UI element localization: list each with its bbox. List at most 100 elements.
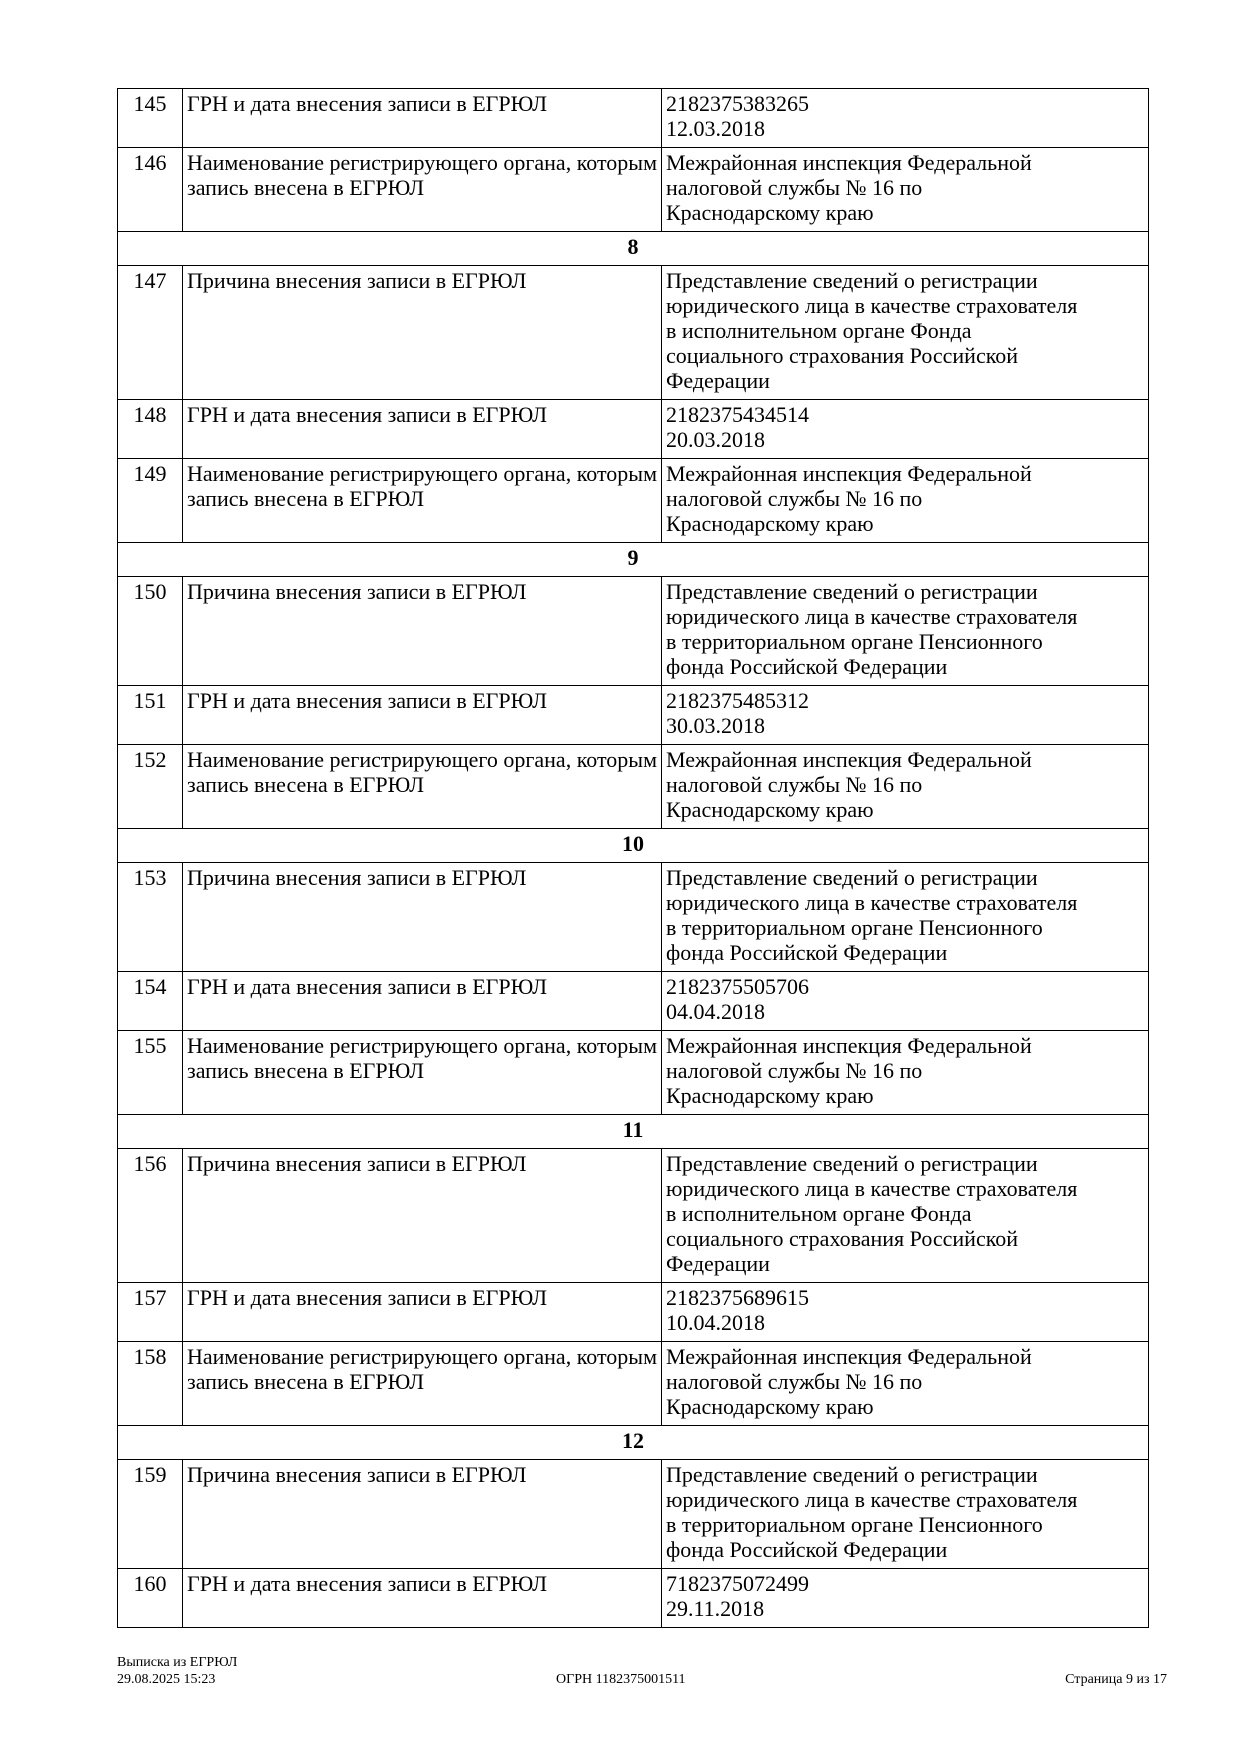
field-value-line: 2182375505706 [666, 974, 809, 999]
field-value-line: в территориальном органе Пенсионного [666, 629, 1043, 654]
table-row: 156 Причина внесения записи в ЕГРЮЛ Предст… [117, 1148, 1149, 1283]
section-number: 12 [117, 1425, 1149, 1460]
field-value-line: налоговой службы № 16 по [666, 175, 923, 200]
field-value: 2182375383265 12.03.2018 [661, 88, 1149, 148]
field-value-line: Представление сведений о регистрации [666, 579, 1038, 604]
row-number: 158 [117, 1341, 183, 1426]
field-value: Представление сведений о регистрации юрид… [661, 576, 1149, 686]
field-label: Причина внесения записи в ЕГРЮЛ [182, 576, 662, 686]
field-value-line: фонда Российской Федерации [666, 654, 948, 679]
field-label: ГРН и дата внесения записи в ЕГРЮЛ [182, 971, 662, 1031]
section-header-row: 9 [117, 542, 1149, 577]
table-row: 155 Наименование регистрирующего органа, … [117, 1030, 1149, 1115]
row-number: 156 [117, 1148, 183, 1283]
table-row: 152 Наименование регистрирующего органа, … [117, 744, 1149, 829]
field-value: Межрайонная инспекция Федеральной налогов… [661, 1341, 1149, 1426]
field-value-line: Краснодарскому краю [666, 797, 874, 822]
row-number: 150 [117, 576, 183, 686]
field-value: Представление сведений о регистрации юрид… [661, 1459, 1149, 1569]
table-row: 160 ГРН и дата внесения записи в ЕГРЮЛ 718… [117, 1568, 1149, 1628]
field-value-line: 2182375485312 [666, 688, 809, 713]
field-value-line: в территориальном органе Пенсионного [666, 915, 1043, 940]
field-value: Представление сведений о регистрации юрид… [661, 862, 1149, 972]
field-value-line: Краснодарскому краю [666, 1394, 874, 1419]
field-value: 2182375485312 30.03.2018 [661, 685, 1149, 745]
field-value-line: в территориальном органе Пенсионного [666, 1512, 1043, 1537]
field-value-line: Межрайонная инспекция Федеральной [666, 461, 1032, 486]
field-value: Представление сведений о регистрации юрид… [661, 265, 1149, 400]
row-number: 146 [117, 147, 183, 232]
section-header-row: 12 [117, 1425, 1149, 1460]
row-number: 151 [117, 685, 183, 745]
section-number: 8 [117, 231, 1149, 266]
field-value-line: 12.03.2018 [666, 116, 765, 141]
field-value-line: 10.04.2018 [666, 1310, 765, 1335]
field-value: 7182375072499 29.11.2018 [661, 1568, 1149, 1628]
field-label: Причина внесения записи в ЕГРЮЛ [182, 265, 662, 400]
field-value-line: налоговой службы № 16 по [666, 772, 923, 797]
field-label: ГРН и дата внесения записи в ЕГРЮЛ [182, 399, 662, 459]
field-value-line: Представление сведений о регистрации [666, 1151, 1038, 1176]
section-header-row: 11 [117, 1114, 1149, 1149]
field-value: Межрайонная инспекция Федеральной налогов… [661, 744, 1149, 829]
table-row: 146 Наименование регистрирующего органа, … [117, 147, 1149, 232]
egrul-records-table: 145 ГРН и дата внесения записи в ЕГРЮЛ 218… [117, 88, 1149, 1628]
section-header-row: 10 [117, 828, 1149, 863]
field-value-line: социального страхования Российской [666, 1226, 1019, 1251]
field-value-line: налоговой службы № 16 по [666, 486, 923, 511]
field-value-line: 2182375689615 [666, 1285, 809, 1310]
footer-page-number: Страница 9 из 17 [1065, 1672, 1167, 1687]
field-value-line: Межрайонная инспекция Федеральной [666, 1033, 1032, 1058]
table-row: 157 ГРН и дата внесения записи в ЕГРЮЛ 218… [117, 1282, 1149, 1342]
field-value-line: социального страхования Российской [666, 343, 1019, 368]
field-value: 2182375505706 04.04.2018 [661, 971, 1149, 1031]
field-value-line: Федерации [666, 368, 770, 393]
row-number: 147 [117, 265, 183, 400]
field-value: Межрайонная инспекция Федеральной налогов… [661, 147, 1149, 232]
field-value-line: Межрайонная инспекция Федеральной [666, 150, 1032, 175]
field-value-line: Представление сведений о регистрации [666, 268, 1038, 293]
row-number: 154 [117, 971, 183, 1031]
field-label: ГРН и дата внесения записи в ЕГРЮЛ [182, 1568, 662, 1628]
table-row: 145 ГРН и дата внесения записи в ЕГРЮЛ 218… [117, 88, 1149, 148]
section-header-row: 8 [117, 231, 1149, 266]
field-value-line: юридического лица в качестве страховател… [666, 1176, 1078, 1201]
field-value-line: налоговой службы № 16 по [666, 1369, 923, 1394]
field-label: Причина внесения записи в ЕГРЮЛ [182, 862, 662, 972]
field-value: Межрайонная инспекция Федеральной налогов… [661, 458, 1149, 543]
field-label: Причина внесения записи в ЕГРЮЛ [182, 1148, 662, 1283]
field-value: 2182375434514 20.03.2018 [661, 399, 1149, 459]
row-number: 149 [117, 458, 183, 543]
row-number: 145 [117, 88, 183, 148]
field-value-line: Краснодарскому краю [666, 511, 874, 536]
field-value-line: фонда Российской Федерации [666, 1537, 948, 1562]
field-label: Наименование регистрирующего органа, кот… [182, 1030, 662, 1115]
row-number: 157 [117, 1282, 183, 1342]
table-row: 147 Причина внесения записи в ЕГРЮЛ Предст… [117, 265, 1149, 400]
footer-doc-title: Выписка из ЕГРЮЛ [117, 1655, 238, 1670]
section-number: 10 [117, 828, 1149, 863]
field-value-line: юридического лица в качестве страховател… [666, 604, 1078, 629]
field-label: ГРН и дата внесения записи в ЕГРЮЛ [182, 88, 662, 148]
field-value-line: Федерации [666, 1251, 770, 1276]
footer-ogrn: ОГРН 1182375001511 [556, 1672, 686, 1687]
field-value-line: в исполнительном органе Фонда [666, 1201, 972, 1226]
field-value-line: Представление сведений о регистрации [666, 1462, 1038, 1487]
field-label: Наименование регистрирующего органа, кот… [182, 147, 662, 232]
field-label: Наименование регистрирующего органа, кот… [182, 744, 662, 829]
footer-datetime: 29.08.2025 15:23 [117, 1672, 216, 1687]
field-value-line: 2182375434514 [666, 402, 809, 427]
table-row: 148 ГРН и дата внесения записи в ЕГРЮЛ 218… [117, 399, 1149, 459]
field-value-line: Межрайонная инспекция Федеральной [666, 747, 1032, 772]
table-row: 158 Наименование регистрирующего органа, … [117, 1341, 1149, 1426]
field-value-line: 29.11.2018 [666, 1596, 765, 1621]
field-value: Представление сведений о регистрации юрид… [661, 1148, 1149, 1283]
field-value-line: 7182375072499 [666, 1571, 809, 1596]
table-row: 149 Наименование регистрирующего органа, … [117, 458, 1149, 543]
section-number: 9 [117, 542, 1149, 577]
field-value-line: юридического лица в качестве страховател… [666, 1487, 1078, 1512]
field-value-line: 2182375383265 [666, 91, 809, 116]
table-row: 159 Причина внесения записи в ЕГРЮЛ Предст… [117, 1459, 1149, 1569]
field-value-line: Межрайонная инспекция Федеральной [666, 1344, 1032, 1369]
field-label: Причина внесения записи в ЕГРЮЛ [182, 1459, 662, 1569]
